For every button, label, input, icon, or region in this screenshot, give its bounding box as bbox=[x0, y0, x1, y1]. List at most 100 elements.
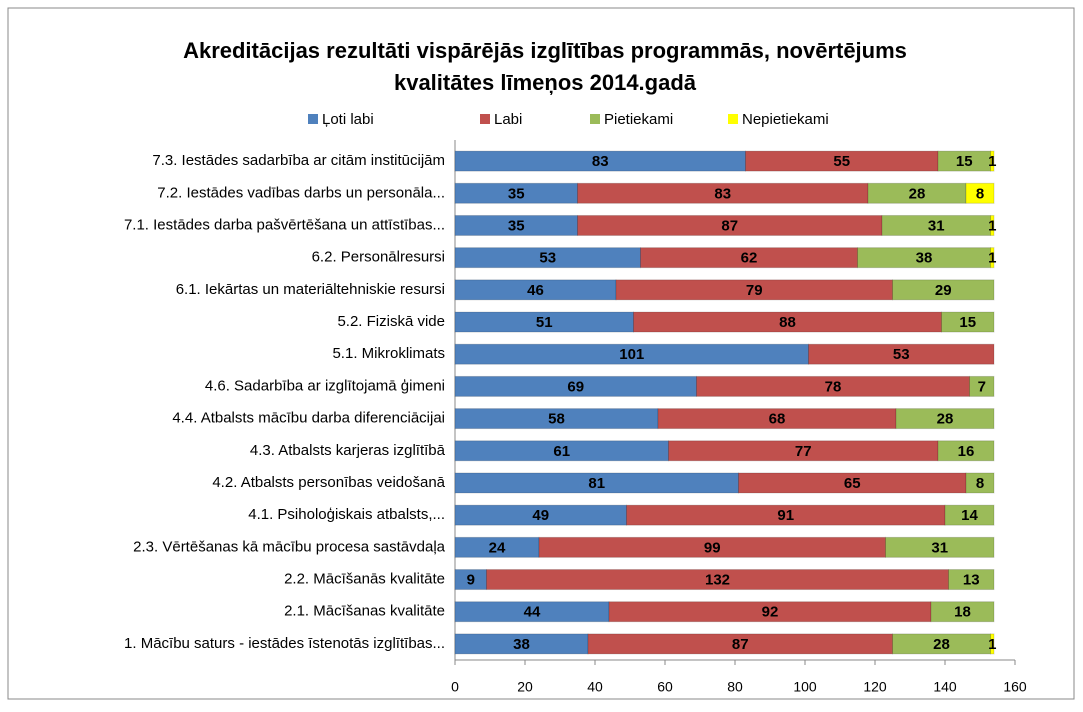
data-label: 92 bbox=[762, 604, 779, 621]
data-label: 132 bbox=[705, 572, 730, 589]
data-label: 35 bbox=[508, 185, 525, 202]
data-label: 14 bbox=[961, 507, 978, 524]
data-label: 28 bbox=[933, 636, 950, 653]
x-tick-label: 140 bbox=[933, 679, 957, 695]
bar-segment bbox=[990, 247, 995, 269]
bar-segment bbox=[895, 408, 995, 430]
x-tick-label: 100 bbox=[793, 679, 817, 695]
x-tick-label: 120 bbox=[863, 679, 887, 695]
data-label: 53 bbox=[539, 250, 556, 267]
data-label: 78 bbox=[825, 378, 842, 395]
y-tick-label: 2.3. Vērtēšanas kā mācību procesa sastāv… bbox=[133, 538, 446, 555]
legend-swatch bbox=[590, 114, 600, 124]
data-label: 53 bbox=[893, 346, 910, 363]
y-tick-label: 7.1. Iestādes darba pašvērtēšana un attī… bbox=[124, 216, 445, 233]
data-label: 35 bbox=[508, 217, 525, 234]
data-label: 79 bbox=[746, 282, 763, 299]
legend-label: Labi bbox=[494, 111, 522, 128]
data-label: 46 bbox=[527, 282, 544, 299]
chart-title: kvalitātes līmeņos 2014.gadā bbox=[394, 70, 697, 95]
y-tick-label: 4.1. Psiholoģiskais atbalsts,... bbox=[248, 506, 445, 523]
data-label: 38 bbox=[916, 250, 933, 267]
x-tick-label: 80 bbox=[727, 679, 743, 695]
y-tick-label: 5.1. Mikroklimats bbox=[332, 345, 445, 362]
data-label: 101 bbox=[619, 346, 644, 363]
bar-segment bbox=[948, 569, 995, 591]
data-label: 1 bbox=[988, 250, 996, 267]
data-label: 15 bbox=[959, 314, 976, 331]
bar-segment bbox=[965, 472, 995, 494]
data-label: 83 bbox=[714, 185, 731, 202]
legend-swatch bbox=[308, 114, 318, 124]
data-label: 77 bbox=[795, 443, 812, 460]
data-label: 68 bbox=[769, 411, 786, 428]
y-tick-label: 2.2. Mācīšanās kvalitāte bbox=[284, 571, 445, 588]
y-tick-label: 6.2. Personālresursi bbox=[312, 249, 445, 266]
data-label: 65 bbox=[844, 475, 861, 492]
legend-swatch bbox=[480, 114, 490, 124]
legend-label: Pietiekami bbox=[604, 111, 673, 128]
legend-label: Ļoti labi bbox=[322, 111, 374, 128]
data-label: 18 bbox=[954, 604, 971, 621]
data-label: 7 bbox=[978, 378, 986, 395]
x-tick-label: 0 bbox=[451, 679, 459, 695]
data-label: 28 bbox=[909, 185, 926, 202]
legend-swatch bbox=[728, 114, 738, 124]
x-tick-label: 40 bbox=[587, 679, 603, 695]
data-label: 13 bbox=[963, 572, 980, 589]
data-label: 1 bbox=[988, 636, 996, 653]
y-tick-label: 4.6. Sadarbība ar izglītojamā ģimeni bbox=[205, 377, 445, 394]
bar-segment bbox=[930, 601, 995, 623]
data-label: 15 bbox=[956, 153, 973, 170]
x-tick-label: 60 bbox=[657, 679, 673, 695]
legend-label: Nepietiekami bbox=[742, 111, 829, 128]
data-label: 31 bbox=[928, 217, 945, 234]
bar-segment bbox=[937, 440, 995, 462]
y-tick-label: 7.3. Iestādes sadarbība ar citām institū… bbox=[152, 152, 445, 169]
data-label: 28 bbox=[937, 411, 954, 428]
y-tick-label: 6.1. Iekārtas un materiāltehniskie resur… bbox=[176, 281, 445, 298]
bar-segment bbox=[969, 375, 995, 397]
data-label: 16 bbox=[958, 443, 975, 460]
data-label: 24 bbox=[489, 539, 506, 556]
data-label: 55 bbox=[833, 153, 850, 170]
y-tick-label: 7.2. Iestādes vadības darbs un personāla… bbox=[157, 184, 445, 201]
bar-segment bbox=[944, 504, 995, 526]
data-label: 61 bbox=[553, 443, 570, 460]
x-tick-label: 160 bbox=[1003, 679, 1027, 695]
data-label: 49 bbox=[532, 507, 549, 524]
y-tick-label: 5.2. Fiziskā vide bbox=[337, 313, 445, 330]
bar-segment bbox=[892, 279, 995, 301]
data-label: 87 bbox=[732, 636, 749, 653]
data-label: 1 bbox=[988, 153, 996, 170]
data-label: 69 bbox=[567, 378, 584, 395]
data-label: 62 bbox=[741, 250, 758, 267]
data-label: 99 bbox=[704, 539, 721, 556]
data-label: 87 bbox=[721, 217, 738, 234]
data-label: 38 bbox=[513, 636, 530, 653]
data-label: 8 bbox=[976, 475, 984, 492]
bar-segment bbox=[990, 214, 995, 236]
bar-segment bbox=[885, 536, 995, 558]
data-label: 9 bbox=[467, 572, 475, 589]
y-tick-label: 2.1. Mācīšanas kvalitāte bbox=[284, 603, 445, 620]
data-label: 81 bbox=[588, 475, 605, 492]
chart-title: Akreditācijas rezultāti vispārējās izglī… bbox=[183, 38, 907, 63]
data-label: 44 bbox=[524, 604, 541, 621]
bar-segment bbox=[941, 311, 995, 333]
data-label: 29 bbox=[935, 282, 952, 299]
data-label: 91 bbox=[777, 507, 794, 524]
data-label: 83 bbox=[592, 153, 609, 170]
x-tick-label: 20 bbox=[517, 679, 533, 695]
y-tick-label: 4.3. Atbalsts karjeras izglītībā bbox=[250, 442, 446, 459]
data-label: 88 bbox=[779, 314, 796, 331]
y-tick-label: 4.4. Atbalsts mācību darba diferenciācij… bbox=[172, 410, 445, 427]
data-label: 31 bbox=[931, 539, 948, 556]
bar-segment bbox=[990, 633, 995, 655]
data-label: 8 bbox=[976, 185, 984, 202]
bar-segment bbox=[808, 343, 995, 365]
y-tick-label: 4.2. Atbalsts personības veidošanā bbox=[212, 474, 445, 491]
data-label: 51 bbox=[536, 314, 553, 331]
